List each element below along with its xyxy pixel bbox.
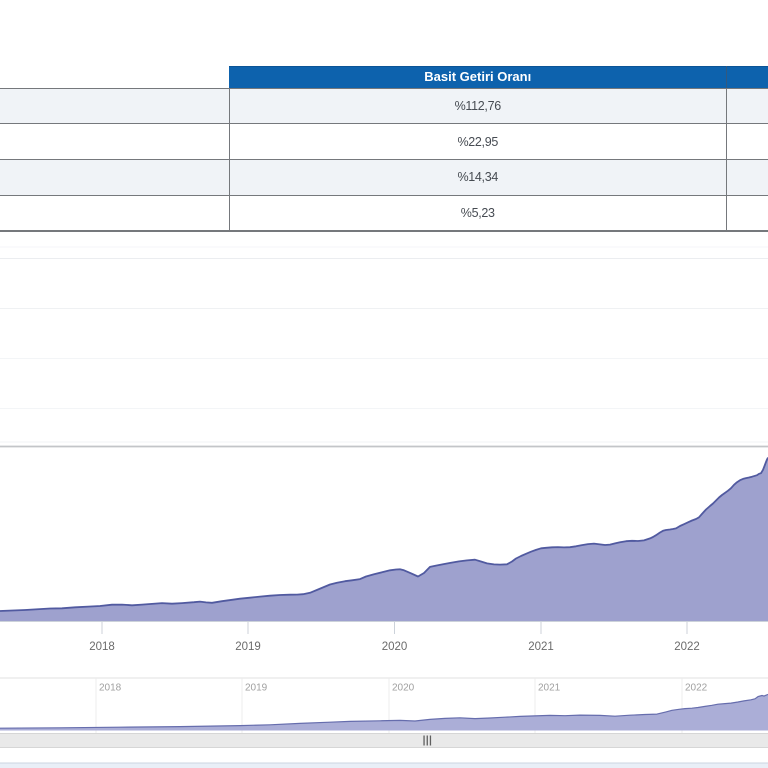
svg-text:2018: 2018	[99, 683, 122, 694]
svg-text:2018: 2018	[89, 641, 115, 653]
svg-text:2019: 2019	[245, 683, 268, 694]
svg-text:2022: 2022	[674, 641, 700, 653]
svg-text:2021: 2021	[528, 641, 554, 653]
svg-text:2022: 2022	[685, 683, 708, 694]
svg-text:2021: 2021	[538, 683, 561, 694]
svg-text:2020: 2020	[392, 683, 415, 694]
svg-text:2020: 2020	[382, 641, 408, 653]
svg-text:2019: 2019	[235, 641, 261, 653]
